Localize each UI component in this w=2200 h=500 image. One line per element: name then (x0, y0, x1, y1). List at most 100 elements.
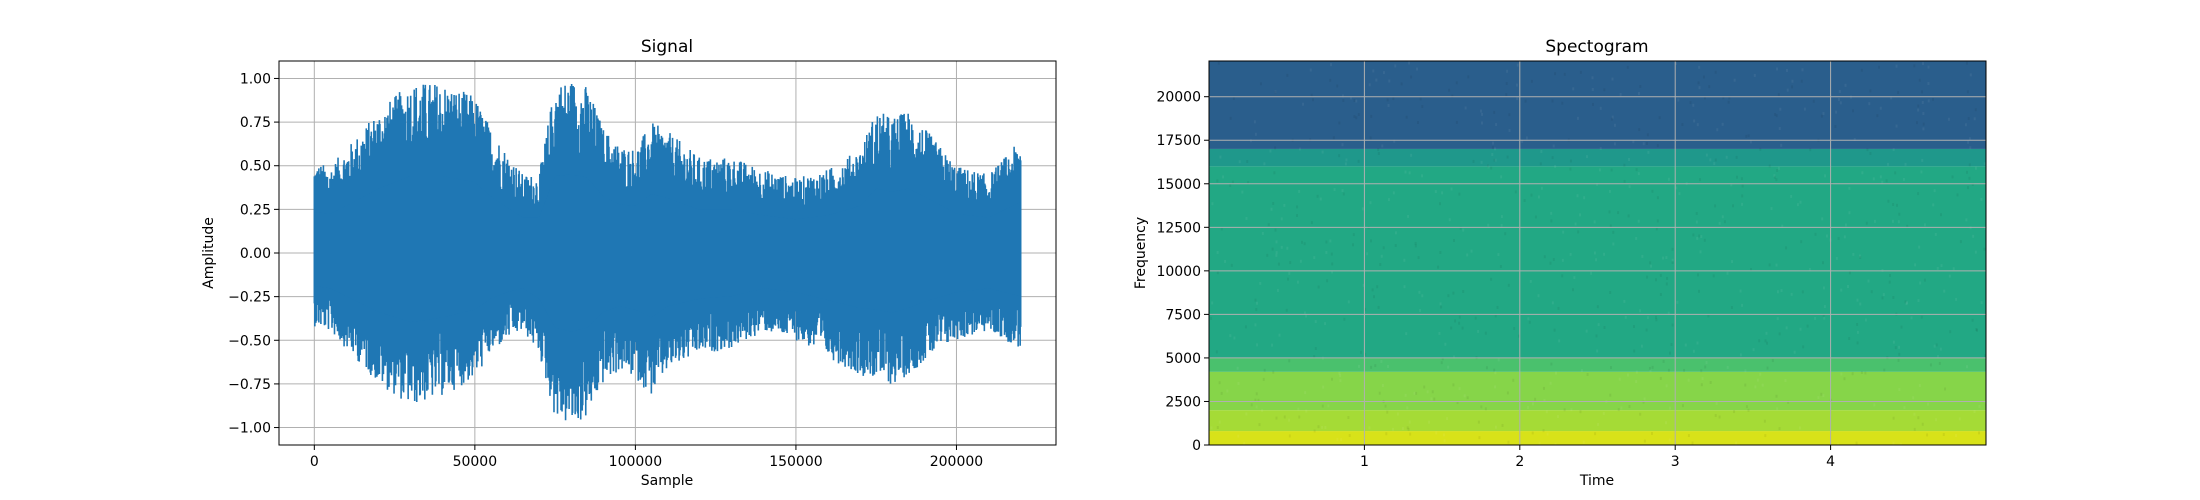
spectrogram-texture (1898, 388, 1901, 392)
signal-title: Signal (641, 37, 693, 57)
spectrogram-texture (1569, 167, 1572, 171)
spectrogram-texture (1881, 296, 1884, 300)
spectrogram-texture (1820, 114, 1823, 118)
spectrogram-texture (1357, 159, 1360, 163)
spectrogram-texture (1649, 261, 1652, 265)
spectrogram-texture (1467, 75, 1470, 79)
spectrogram-texture (1713, 162, 1716, 166)
spectrogram-texture (1321, 404, 1324, 408)
spectrogram-texture (1974, 166, 1977, 170)
spectrogram-texture (1538, 441, 1541, 445)
spectrogram-texture (1494, 371, 1497, 375)
spectrogram-texture (1915, 121, 1918, 125)
spectrogram-texture (1550, 219, 1553, 223)
spectrogram-texture (1262, 377, 1265, 381)
spectrogram-texture (1894, 171, 1897, 175)
spectrogram-texture (1255, 405, 1258, 409)
spectrogram-texture (1695, 211, 1698, 215)
spectrogram-texture (1254, 298, 1257, 302)
spectrogram-y-tick-label: 5000 (1165, 351, 1201, 367)
spectrogram-texture (1949, 330, 1952, 334)
spectrogram-texture (1537, 195, 1540, 199)
spectrogram-texture (1364, 307, 1367, 311)
spectrogram-texture (1236, 366, 1239, 370)
spectrogram-texture (1597, 323, 1600, 327)
signal-y-tick-label: 0.50 (240, 159, 271, 175)
spectrogram-texture (1426, 390, 1429, 394)
spectrogram-texture (1217, 61, 1220, 65)
spectrogram-texture (1431, 390, 1434, 394)
spectrogram-texture (1386, 410, 1389, 414)
spectrogram-band (1209, 357, 1986, 372)
spectrogram-texture (1892, 148, 1895, 152)
spectrogram-texture (1439, 302, 1442, 306)
spectrogram-texture (1681, 404, 1684, 408)
spectrogram-texture (1299, 259, 1302, 263)
spectrogram-texture (1983, 247, 1986, 251)
spectrogram-texture (1980, 301, 1983, 305)
spectrogram-texture (1876, 114, 1879, 118)
spectrogram-texture (1648, 366, 1651, 370)
spectrogram-texture (1645, 142, 1648, 146)
spectrogram-texture (1410, 75, 1413, 79)
spectrogram-texture (1408, 420, 1411, 424)
spectrogram-texture (1806, 324, 1809, 328)
spectrogram-texture (1776, 407, 1779, 411)
spectrogram-texture (1882, 293, 1885, 297)
spectrogram-texture (1693, 119, 1696, 123)
spectrogram-texture (1838, 89, 1841, 93)
spectrogram-texture (1904, 300, 1907, 304)
spectrogram-texture (1741, 303, 1744, 307)
spectrogram-texture (1321, 150, 1324, 154)
spectrogram-texture (1542, 429, 1545, 433)
spectrogram-texture (1464, 106, 1467, 110)
spectrogram-texture (1628, 185, 1631, 189)
spectrogram-texture (1313, 429, 1316, 433)
spectrogram-texture (1785, 326, 1788, 330)
spectrogram-texture (1305, 314, 1308, 318)
spectrogram-texture (1628, 157, 1631, 161)
spectrogram-texture (1317, 425, 1320, 429)
spectrogram-texture (1934, 232, 1937, 236)
spectrogram-texture (1671, 258, 1674, 262)
spectrogram-texture (1508, 113, 1511, 117)
spectrogram-texture (1274, 146, 1277, 150)
spectrogram-texture (1487, 164, 1490, 168)
spectrogram-texture (1675, 186, 1678, 190)
signal-x-tick-label: 200000 (930, 454, 983, 470)
spectrogram-texture (1266, 253, 1269, 257)
spectrogram-texture (1929, 363, 1932, 367)
spectrogram-texture (1491, 153, 1494, 157)
spectrogram-texture (1858, 254, 1861, 258)
spectrogram-texture (1814, 232, 1817, 236)
spectrogram-texture (1741, 202, 1744, 206)
spectrogram-texture (1430, 397, 1433, 401)
spectrogram-texture (1602, 411, 1605, 415)
spectrogram-texture (1678, 192, 1681, 196)
spectrogram-texture (1898, 212, 1901, 216)
spectrogram-texture (1325, 250, 1328, 254)
spectrogram-texture (1984, 354, 1986, 358)
spectrogram-texture (1392, 191, 1395, 195)
spectrogram-texture (1272, 370, 1275, 374)
spectrogram-texture (1611, 77, 1614, 81)
spectrogram-texture (1655, 227, 1658, 231)
spectrogram-texture (1855, 441, 1858, 445)
spectrogram-y-ticks: 0 2500 5000 7500 10000 12500 15000 17500 20000 (1156, 90, 1209, 454)
spectrogram-texture (1920, 170, 1923, 174)
spectrogram-texture (1900, 325, 1903, 329)
spectrogram-texture (1554, 164, 1557, 168)
spectrogram-texture (1570, 408, 1573, 412)
spectrogram-texture (1721, 122, 1724, 126)
spectrogram-texture (1492, 141, 1495, 145)
spectrogram-texture (1585, 155, 1588, 159)
spectrogram-texture (1506, 155, 1509, 159)
spectrogram-texture (1812, 99, 1815, 103)
spectrogram-texture (1808, 267, 1811, 271)
spectrogram-texture (1500, 223, 1503, 227)
spectrogram-texture (1670, 343, 1673, 347)
spectrogram-texture (1610, 168, 1613, 172)
spectrogram-texture (1288, 418, 1291, 422)
spectrogram-texture (1848, 337, 1851, 341)
spectrogram-texture (1325, 240, 1328, 244)
